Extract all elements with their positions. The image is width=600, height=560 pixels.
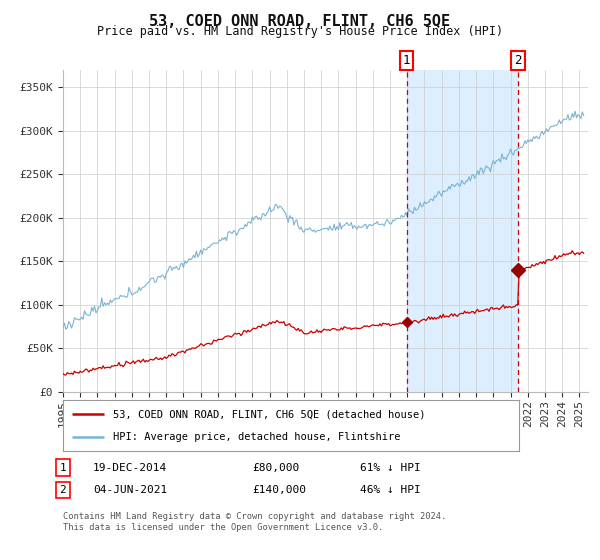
Text: 53, COED ONN ROAD, FLINT, CH6 5QE (detached house): 53, COED ONN ROAD, FLINT, CH6 5QE (detac… [113,409,425,419]
Text: 2: 2 [59,485,67,495]
Text: 1: 1 [59,463,67,473]
Text: £140,000: £140,000 [252,485,306,495]
Text: 53, COED ONN ROAD, FLINT, CH6 5QE: 53, COED ONN ROAD, FLINT, CH6 5QE [149,14,451,29]
Text: HPI: Average price, detached house, Flintshire: HPI: Average price, detached house, Flin… [113,432,401,442]
Text: Contains HM Land Registry data © Crown copyright and database right 2024.
This d: Contains HM Land Registry data © Crown c… [63,512,446,532]
Text: 19-DEC-2014: 19-DEC-2014 [93,463,167,473]
Text: 1: 1 [403,54,410,67]
Text: 46% ↓ HPI: 46% ↓ HPI [360,485,421,495]
Bar [407,70,518,392]
Text: 04-JUN-2021: 04-JUN-2021 [93,485,167,495]
Text: £80,000: £80,000 [252,463,299,473]
Text: 61% ↓ HPI: 61% ↓ HPI [360,463,421,473]
Text: Price paid vs. HM Land Registry's House Price Index (HPI): Price paid vs. HM Land Registry's House … [97,25,503,38]
Text: 2: 2 [514,54,521,67]
